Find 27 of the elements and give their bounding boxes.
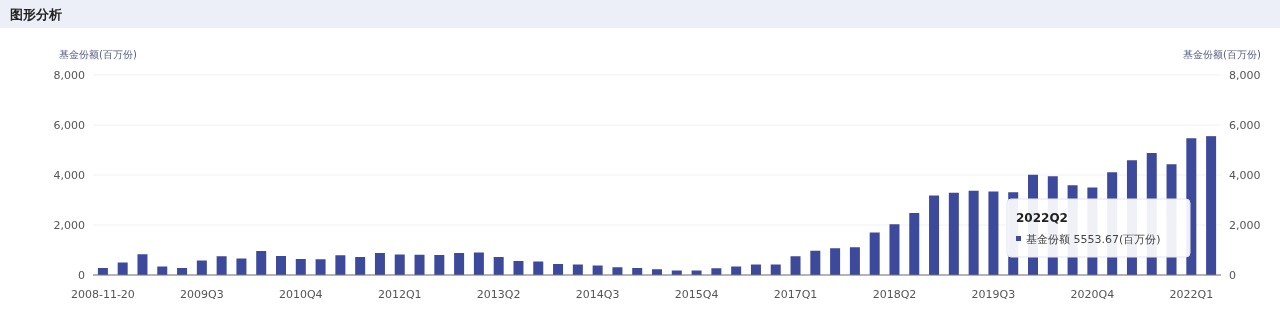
x-tick-label: 2018Q2 (872, 288, 917, 301)
y2-tick-label: 6,000 (1229, 119, 1261, 132)
y2-tick-label: 0 (1229, 269, 1236, 282)
y-tick-label: 8,000 (53, 69, 85, 82)
x-tick-label: 2020Q4 (1070, 288, 1115, 301)
annotation: 2022Q2 (1016, 211, 1068, 225)
y-tick-label: 4,000 (53, 169, 85, 182)
y2-tick-label: 2,000 (1229, 219, 1261, 232)
y-tick-label: 6,000 (53, 119, 85, 132)
x-tick-label: 2019Q3 (971, 288, 1016, 301)
x-tick-label: 2009Q3 (180, 288, 224, 301)
x-tick-label: 2015Q4 (674, 288, 719, 301)
y-axis-title: 基金份额(百万份) (59, 49, 137, 60)
annotation: 基金份额 5553.67(百万份) (1026, 233, 1161, 246)
x-tick-label: 2014Q3 (575, 288, 620, 301)
y2-tick-label: 8,000 (1229, 69, 1261, 82)
x-tick-label: 2022Q1 (1169, 288, 1214, 301)
x-tick-label: 2010Q4 (278, 288, 323, 301)
x-tick-label: 2012Q1 (377, 288, 422, 301)
y-tick-label: 0 (78, 269, 85, 282)
y2-tick-label: 4,000 (1229, 169, 1261, 182)
y-tick-label: 2,000 (53, 219, 85, 232)
y2-axis-title: 基金份额(百万份) (1183, 49, 1261, 60)
x-tick-label: 2013Q2 (476, 288, 521, 301)
x-tick-label: 2017Q1 (773, 288, 818, 301)
x-tick-label: 2008-11-20 (70, 288, 135, 301)
chart-title: 图形分析 (10, 7, 62, 22)
